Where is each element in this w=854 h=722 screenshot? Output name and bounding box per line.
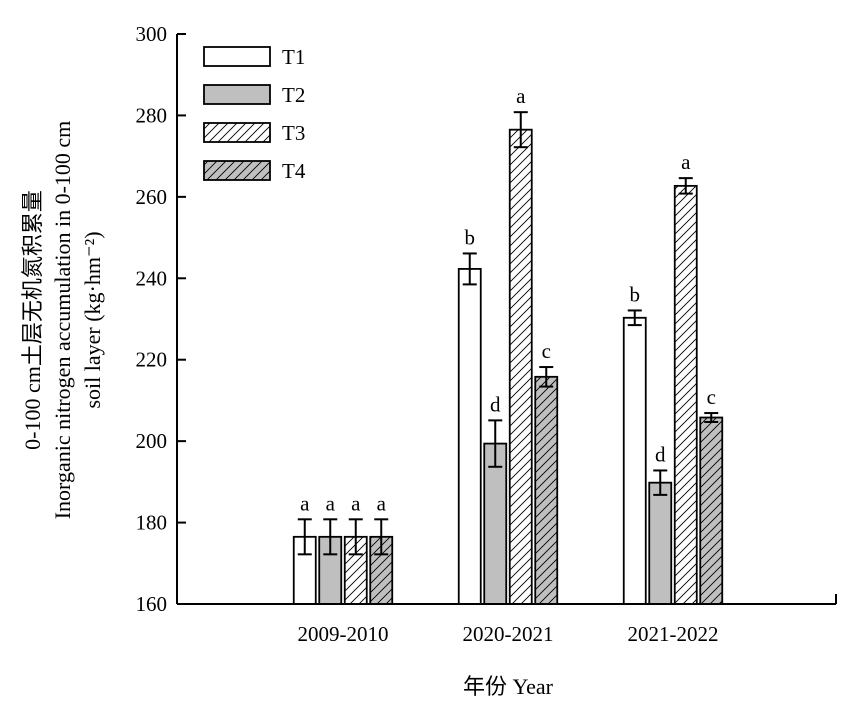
significance-label: c xyxy=(542,339,551,363)
y-tick-label: 260 xyxy=(136,185,168,209)
legend-label-t2: T2 xyxy=(282,83,305,107)
y-tick-label: 180 xyxy=(136,511,168,535)
x-axis-title: 年份 Year xyxy=(463,674,554,699)
bar-t1-2020-2021 xyxy=(457,268,482,605)
y-tick-label: 200 xyxy=(136,429,168,453)
significance-label: a xyxy=(300,491,310,515)
bar-t1-2021-2022 xyxy=(622,316,647,605)
legend: T1 T2 T3 T4 xyxy=(203,45,306,183)
significance-label: a xyxy=(516,84,526,108)
y-axis-title-line-2: Inorganic nitrogen accumulation in 0-100… xyxy=(50,121,75,520)
x-category-label: 2021-2022 xyxy=(628,622,719,646)
legend-swatch-t4 xyxy=(203,160,271,181)
significance-label: b xyxy=(465,225,476,249)
legend-label-t4: T4 xyxy=(282,159,306,183)
y-axis-title-line-3: soil layer (kg·hm⁻²) xyxy=(80,231,105,408)
significance-label: d xyxy=(655,442,666,466)
significance-label: a xyxy=(377,491,387,515)
bar-t4-2020-2021 xyxy=(534,375,559,605)
significance-label: b xyxy=(630,282,641,306)
error-bars-layer xyxy=(297,111,719,556)
significance-label: a xyxy=(681,150,691,174)
bar-t3-2020-2021 xyxy=(508,128,533,605)
x-category-label: 2020-2021 xyxy=(463,622,554,646)
significance-label: d xyxy=(490,392,501,416)
legend-label-t3: T3 xyxy=(282,121,305,145)
bars-layer xyxy=(292,128,724,605)
bar-t4-2021-2022 xyxy=(699,416,724,605)
legend-swatch-t2 xyxy=(203,84,271,105)
significance-label: a xyxy=(326,491,336,515)
y-tick-label: 160 xyxy=(136,592,168,616)
y-axis-title-line-1: 0-100 cm土层无机氮积累量 xyxy=(20,190,45,450)
x-category-label: 2009-2010 xyxy=(298,622,389,646)
significance-label: c xyxy=(707,385,716,409)
axes-layer: 160 180 200 220 240 260 280 300 2009-2010 2020-20… xyxy=(136,22,837,646)
legend-swatch-t1 xyxy=(203,46,271,67)
significance-label: a xyxy=(351,491,361,515)
bar-t2-2021-2022 xyxy=(648,481,673,605)
legend-swatch-t3 xyxy=(203,122,271,143)
y-tick-label: 240 xyxy=(136,266,168,290)
y-tick-label: 280 xyxy=(136,103,168,127)
legend-label-t1: T1 xyxy=(282,45,305,69)
y-tick-label: 300 xyxy=(136,22,168,46)
y-tick-label: 220 xyxy=(136,348,168,372)
y-axis-title: 0-100 cm土层无机氮积累量 Inorganic nitrogen accu… xyxy=(20,121,105,520)
bar-t3-2021-2022 xyxy=(673,184,698,605)
